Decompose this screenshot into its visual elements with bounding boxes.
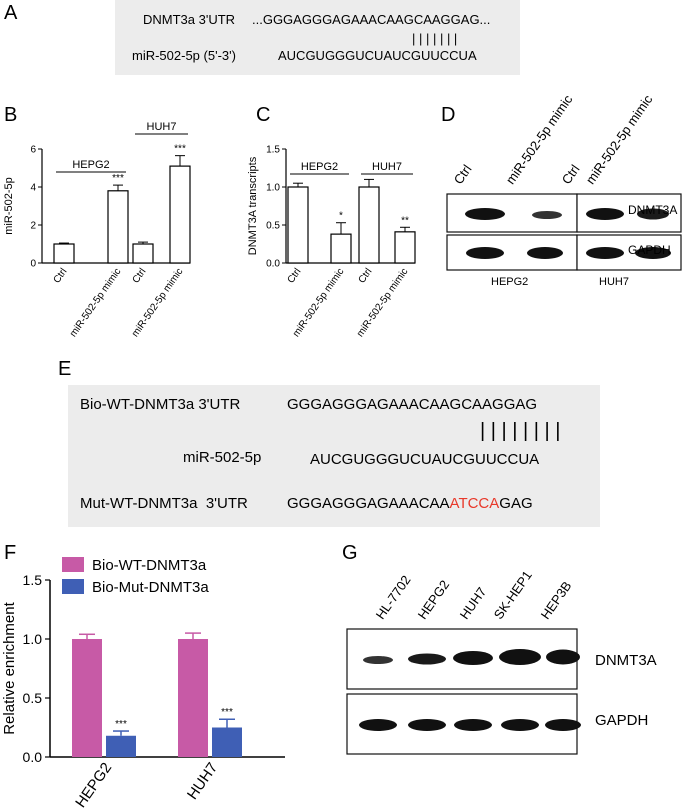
panel-g-letter: G bbox=[342, 542, 358, 564]
mut-seq-post: GAG bbox=[499, 495, 533, 512]
bar bbox=[107, 190, 129, 264]
d-blot-image bbox=[446, 193, 682, 271]
panel-a-letter: A bbox=[4, 2, 18, 24]
panel-e-mir-label: miR-502-5p bbox=[183, 449, 262, 466]
panel-d-blot: Ctrl miR-502-5p mimic Ctrl miR-502-5p mi… bbox=[445, 92, 685, 288]
x-tick-label: miR-502-5p mimic bbox=[68, 266, 124, 339]
y-tick-label: 1.0 bbox=[23, 631, 43, 647]
y-tick-label: 0 bbox=[30, 259, 36, 270]
panel-c-letter: C bbox=[256, 104, 271, 126]
d-cell-hepg2: HEPG2 bbox=[491, 276, 529, 288]
y-tick-label: 0.5 bbox=[266, 221, 280, 232]
x-tick-label: Ctrl bbox=[131, 266, 149, 285]
bar bbox=[72, 639, 102, 757]
panel-f-letter: F bbox=[4, 542, 17, 564]
significance-label: *** bbox=[221, 707, 233, 718]
g-lane-2: HEPG2 bbox=[414, 577, 453, 622]
y-tick-label: 2 bbox=[30, 221, 36, 232]
group-label: HEPG2 bbox=[301, 161, 338, 173]
x-tick-label: HEPG2 bbox=[72, 760, 115, 811]
bar bbox=[330, 233, 352, 264]
y-axis-label: miR-502-5p bbox=[3, 177, 15, 234]
y-tick-label: 1.0 bbox=[266, 183, 280, 194]
mut-seq-pre: GGGAGGGAGAAACAA bbox=[287, 495, 450, 512]
panel-a-pairing-bars: | | | | | | | bbox=[412, 31, 458, 46]
significance-label: *** bbox=[174, 144, 186, 155]
x-tick-label: Ctrl bbox=[52, 266, 70, 285]
panel-e-letter: E bbox=[58, 358, 72, 380]
group-label: HUH7 bbox=[147, 121, 177, 133]
d-protein-gapdh: GAPDH bbox=[628, 243, 671, 257]
y-tick-label: 0.5 bbox=[23, 690, 43, 706]
bar bbox=[132, 243, 154, 264]
significance-label: *** bbox=[112, 173, 124, 184]
x-tick-label: Ctrl bbox=[357, 266, 375, 285]
y-tick-label: 4 bbox=[30, 183, 36, 194]
panel-a-sequence-box bbox=[115, 0, 520, 75]
panel-e-sequence-box bbox=[68, 385, 600, 527]
bar bbox=[287, 186, 309, 264]
bar bbox=[358, 186, 380, 264]
bar bbox=[169, 165, 191, 264]
significance-label: * bbox=[339, 211, 343, 222]
d-lane-4: miR-502-5p mimic bbox=[582, 92, 656, 187]
significance-label: ** bbox=[401, 215, 409, 226]
panel-e-mut-sequence: GGGAGGGAGAAACAAATCCAGAG bbox=[287, 495, 533, 512]
y-tick-label: 0.0 bbox=[23, 749, 43, 765]
legend-swatch bbox=[62, 557, 84, 572]
d-cell-huh7: HUH7 bbox=[599, 276, 629, 288]
y-axis-label: DNMT3A transcripts bbox=[247, 156, 259, 255]
mut-seq-mutated: ATCCA bbox=[449, 495, 500, 512]
panel-a-utr-label: DNMT3a 3'UTR bbox=[143, 12, 236, 27]
panel-e-wt-sequence: GGGAGGGAGAAACAAGCAAGGAG bbox=[287, 396, 538, 413]
panel-e-mir-sequence: AUCGUGGGUCUAUCGUUCCUA bbox=[310, 451, 540, 468]
bar bbox=[106, 735, 136, 757]
d-protein-dnmt3a: DNMT3A bbox=[628, 203, 678, 217]
chart-f: 0.0 0.5 1.0 1.5 Relative enrichment *** HEPG2 *… bbox=[1, 557, 285, 811]
significance-label: *** bbox=[115, 719, 127, 730]
g-lane-4: SK-HEP1 bbox=[490, 567, 535, 622]
x-tick-label: Ctrl bbox=[286, 266, 304, 285]
d-lane-3: Ctrl bbox=[558, 161, 583, 187]
legend-label: Bio-Mut-DNMT3a bbox=[92, 579, 209, 596]
panel-a-mir-sequence: AUCGUGGGUCUAUCGUUCCUA bbox=[278, 48, 477, 63]
y-tick-label: 0.0 bbox=[266, 259, 280, 270]
legend-label: Bio-WT-DNMT3a bbox=[92, 557, 207, 574]
panel-d-letter: D bbox=[441, 104, 456, 126]
bar bbox=[178, 639, 208, 757]
g-protein-gapdh: GAPDH bbox=[595, 712, 649, 729]
group-label: HUH7 bbox=[372, 161, 402, 173]
y-tick-label: 1.5 bbox=[23, 572, 43, 588]
y-tick-label: 1.5 bbox=[266, 145, 280, 156]
bar bbox=[212, 727, 242, 757]
g-lane-1: HL-7702 bbox=[372, 572, 414, 622]
legend-swatch bbox=[62, 579, 84, 594]
bar bbox=[53, 243, 75, 264]
y-axis-label: Relative enrichment bbox=[1, 601, 18, 734]
g-blot-image bbox=[346, 628, 581, 755]
panel-g-blot: HL-7702 HEPG2 HUH7 SK-HEP1 HEP3B bbox=[345, 545, 685, 785]
y-tick-label: 6 bbox=[30, 145, 36, 156]
panel-e-mut-label: Mut-WT-DNMT3a 3'UTR bbox=[80, 495, 248, 512]
panel-e-pairing-bars: | | | | | | | | bbox=[480, 420, 561, 442]
g-protein-dnmt3a: DNMT3A bbox=[595, 652, 657, 669]
x-tick-label: HUH7 bbox=[184, 760, 221, 803]
panel-e-wt-label: Bio-WT-DNMT3a 3'UTR bbox=[80, 396, 241, 413]
panel-a-mir-label: miR-502-5p (5'-3') bbox=[132, 48, 236, 63]
panel-b-letter: B bbox=[4, 104, 18, 126]
bar bbox=[394, 231, 416, 264]
panel-a-utr-sequence: ...GGGAGGGAGAAACAAGCAAGGAG... bbox=[252, 12, 491, 27]
group-label: HEPG2 bbox=[72, 159, 109, 171]
g-lane-5: HEP3B bbox=[537, 578, 575, 622]
g-lane-3: HUH7 bbox=[456, 584, 490, 622]
d-lane-1: Ctrl bbox=[450, 161, 475, 187]
